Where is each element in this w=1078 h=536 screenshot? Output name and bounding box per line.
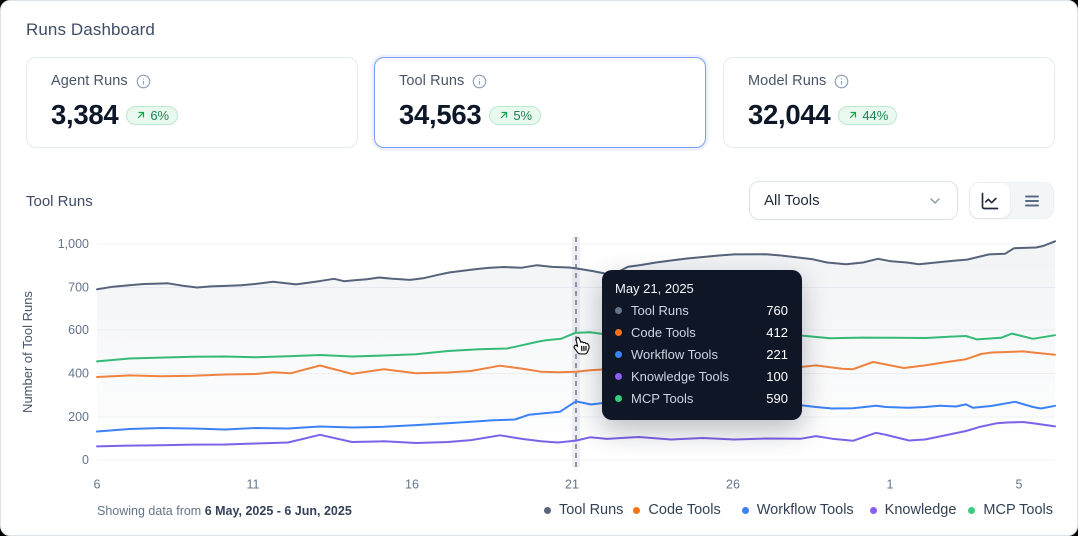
svg-text:21: 21 xyxy=(565,478,579,492)
svg-text:26: 26 xyxy=(726,478,740,492)
svg-text:400: 400 xyxy=(68,367,89,381)
svg-text:16: 16 xyxy=(405,478,419,492)
svg-text:700: 700 xyxy=(68,281,89,295)
svg-text:Number of Tool Runs: Number of Tool Runs xyxy=(20,291,35,413)
svg-text:11: 11 xyxy=(247,478,260,492)
svg-text:5: 5 xyxy=(1016,478,1023,492)
svg-text:200: 200 xyxy=(68,410,89,424)
svg-text:0: 0 xyxy=(82,453,89,467)
svg-text:1,000: 1,000 xyxy=(58,237,89,251)
svg-text:600: 600 xyxy=(68,323,89,337)
svg-text:1: 1 xyxy=(887,478,894,492)
svg-text:6: 6 xyxy=(94,478,101,492)
